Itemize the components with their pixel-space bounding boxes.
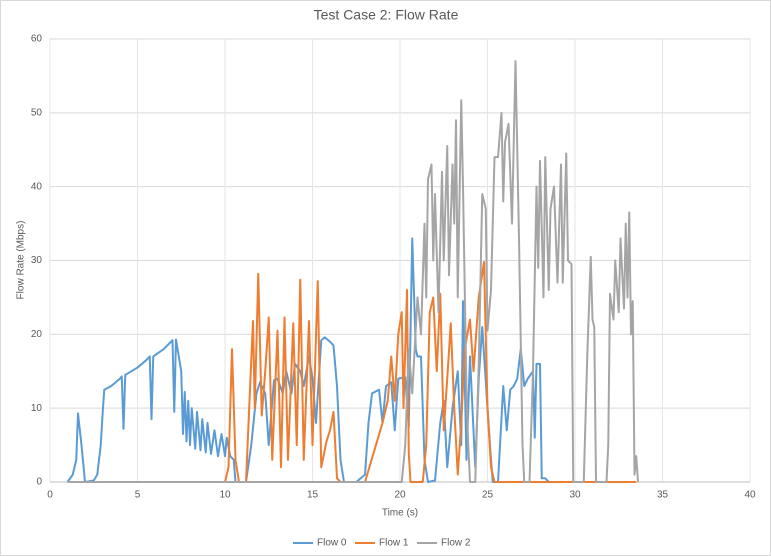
y-tick-label: 50 [31, 107, 43, 118]
y-tick-label: 0 [36, 477, 42, 488]
x-axis-label: Time (s) [382, 508, 418, 519]
y-tick-label: 30 [31, 255, 43, 266]
x-tick-label: 20 [394, 490, 406, 501]
y-tick-label: 10 [31, 403, 43, 414]
x-tick-label: 30 [569, 490, 581, 501]
legend-label: Flow 2 [441, 538, 471, 549]
legend-label: Flow 1 [379, 538, 409, 549]
legend-label: Flow 0 [317, 538, 347, 549]
x-tick-label: 35 [657, 490, 669, 501]
x-tick-label: 5 [135, 490, 141, 501]
x-tick-label: 40 [744, 490, 756, 501]
x-tick-label: 15 [307, 490, 319, 501]
chart-title: Test Case 2: Flow Rate [314, 7, 459, 23]
y-tick-label: 40 [31, 181, 43, 192]
x-tick-label: 10 [219, 490, 231, 501]
x-tick-label: 25 [482, 490, 494, 501]
series-line [67, 60, 639, 483]
y-axis-label: Flow Rate (Mbps) [16, 221, 27, 300]
y-tick-label: 20 [31, 329, 43, 340]
x-tick-label: 0 [47, 490, 53, 501]
y-tick-label: 60 [31, 34, 43, 45]
